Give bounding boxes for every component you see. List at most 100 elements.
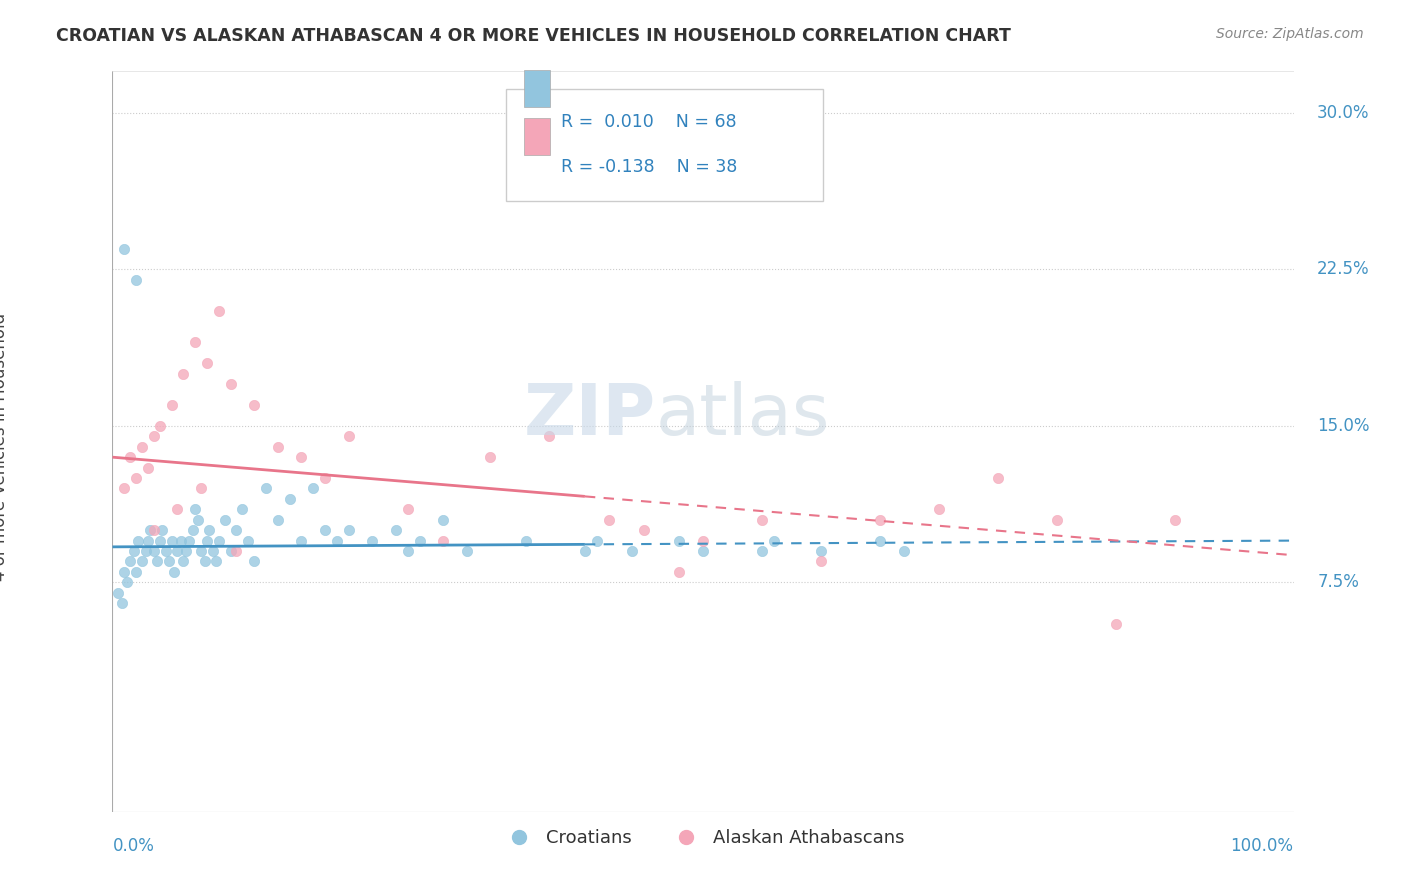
- Text: 4 or more Vehicles in Household: 4 or more Vehicles in Household: [0, 313, 10, 581]
- Point: [120, 450, 142, 465]
- Point: [139, 523, 162, 537]
- Point: [893, 544, 915, 558]
- Point: [869, 533, 891, 548]
- Point: [160, 398, 183, 412]
- Point: [225, 523, 247, 537]
- Point: [127, 533, 149, 548]
- Point: [186, 513, 208, 527]
- Point: [184, 335, 207, 350]
- Point: [810, 544, 832, 558]
- Point: [146, 554, 169, 568]
- Point: [190, 544, 212, 558]
- Text: 100.0%: 100.0%: [1230, 837, 1294, 855]
- Point: [172, 554, 194, 568]
- Point: [1105, 617, 1128, 632]
- Point: [515, 533, 537, 548]
- Point: [112, 482, 135, 496]
- Point: [538, 429, 561, 443]
- Point: [195, 533, 218, 548]
- Point: [107, 586, 129, 600]
- Point: [928, 502, 950, 516]
- Text: R = -0.138    N = 38: R = -0.138 N = 38: [561, 158, 737, 176]
- Point: [122, 544, 145, 558]
- Point: [194, 554, 217, 568]
- Point: [201, 544, 224, 558]
- Point: [111, 596, 134, 610]
- Point: [120, 554, 142, 568]
- Point: [198, 523, 221, 537]
- Point: [621, 544, 644, 558]
- Point: [314, 471, 336, 485]
- Point: [267, 440, 290, 454]
- Point: [166, 502, 188, 516]
- Point: [135, 544, 157, 558]
- Point: [751, 513, 773, 527]
- Point: [668, 533, 690, 548]
- Point: [205, 554, 228, 568]
- Text: 7.5%: 7.5%: [1317, 574, 1360, 591]
- Point: [432, 533, 454, 548]
- Point: [432, 513, 454, 527]
- Point: [302, 482, 325, 496]
- Point: [633, 523, 655, 537]
- Point: [278, 491, 301, 506]
- Point: [408, 533, 430, 548]
- Point: [131, 554, 153, 568]
- Point: [208, 533, 231, 548]
- Point: [385, 523, 408, 537]
- Point: [290, 450, 312, 465]
- Text: CROATIAN VS ALASKAN ATHABASCAN 4 OR MORE VEHICLES IN HOUSEHOLD CORRELATION CHART: CROATIAN VS ALASKAN ATHABASCAN 4 OR MORE…: [56, 27, 1011, 45]
- Point: [142, 523, 165, 537]
- Point: [219, 544, 242, 558]
- Text: 15.0%: 15.0%: [1317, 417, 1369, 435]
- Point: [585, 533, 607, 548]
- Point: [219, 377, 242, 392]
- Text: Source: ZipAtlas.com: Source: ZipAtlas.com: [1216, 27, 1364, 41]
- Point: [243, 554, 266, 568]
- Point: [314, 523, 336, 537]
- Point: [1164, 513, 1187, 527]
- Point: [136, 533, 159, 548]
- Point: [267, 513, 290, 527]
- Point: [396, 544, 419, 558]
- Point: [231, 502, 253, 516]
- Point: [112, 565, 135, 579]
- Point: [396, 502, 419, 516]
- Point: [1046, 513, 1069, 527]
- Point: [125, 565, 148, 579]
- Point: [479, 450, 502, 465]
- Point: [214, 513, 236, 527]
- Point: [157, 554, 180, 568]
- Point: [142, 544, 165, 558]
- Point: [668, 565, 690, 579]
- Point: [149, 418, 172, 433]
- Point: [172, 367, 194, 381]
- Point: [869, 513, 891, 527]
- Point: [174, 544, 197, 558]
- Point: [243, 398, 266, 412]
- Point: [181, 523, 204, 537]
- Text: 0.0%: 0.0%: [112, 837, 155, 855]
- Point: [456, 544, 478, 558]
- Point: [160, 533, 183, 548]
- Point: [131, 440, 153, 454]
- Point: [150, 523, 173, 537]
- Point: [225, 544, 247, 558]
- Point: [170, 533, 193, 548]
- Point: [810, 554, 832, 568]
- Point: [190, 482, 212, 496]
- Point: [254, 482, 277, 496]
- Point: [155, 544, 177, 558]
- Point: [166, 544, 188, 558]
- Point: [238, 533, 260, 548]
- Point: [136, 460, 159, 475]
- Legend: Croatians, Alaskan Athabascans: Croatians, Alaskan Athabascans: [494, 822, 912, 855]
- Point: [179, 533, 201, 548]
- Point: [184, 502, 207, 516]
- Text: 22.5%: 22.5%: [1317, 260, 1369, 278]
- Point: [195, 356, 218, 370]
- Point: [142, 429, 165, 443]
- Point: [598, 513, 620, 527]
- Text: R =  0.010    N = 68: R = 0.010 N = 68: [561, 113, 737, 131]
- Point: [163, 565, 186, 579]
